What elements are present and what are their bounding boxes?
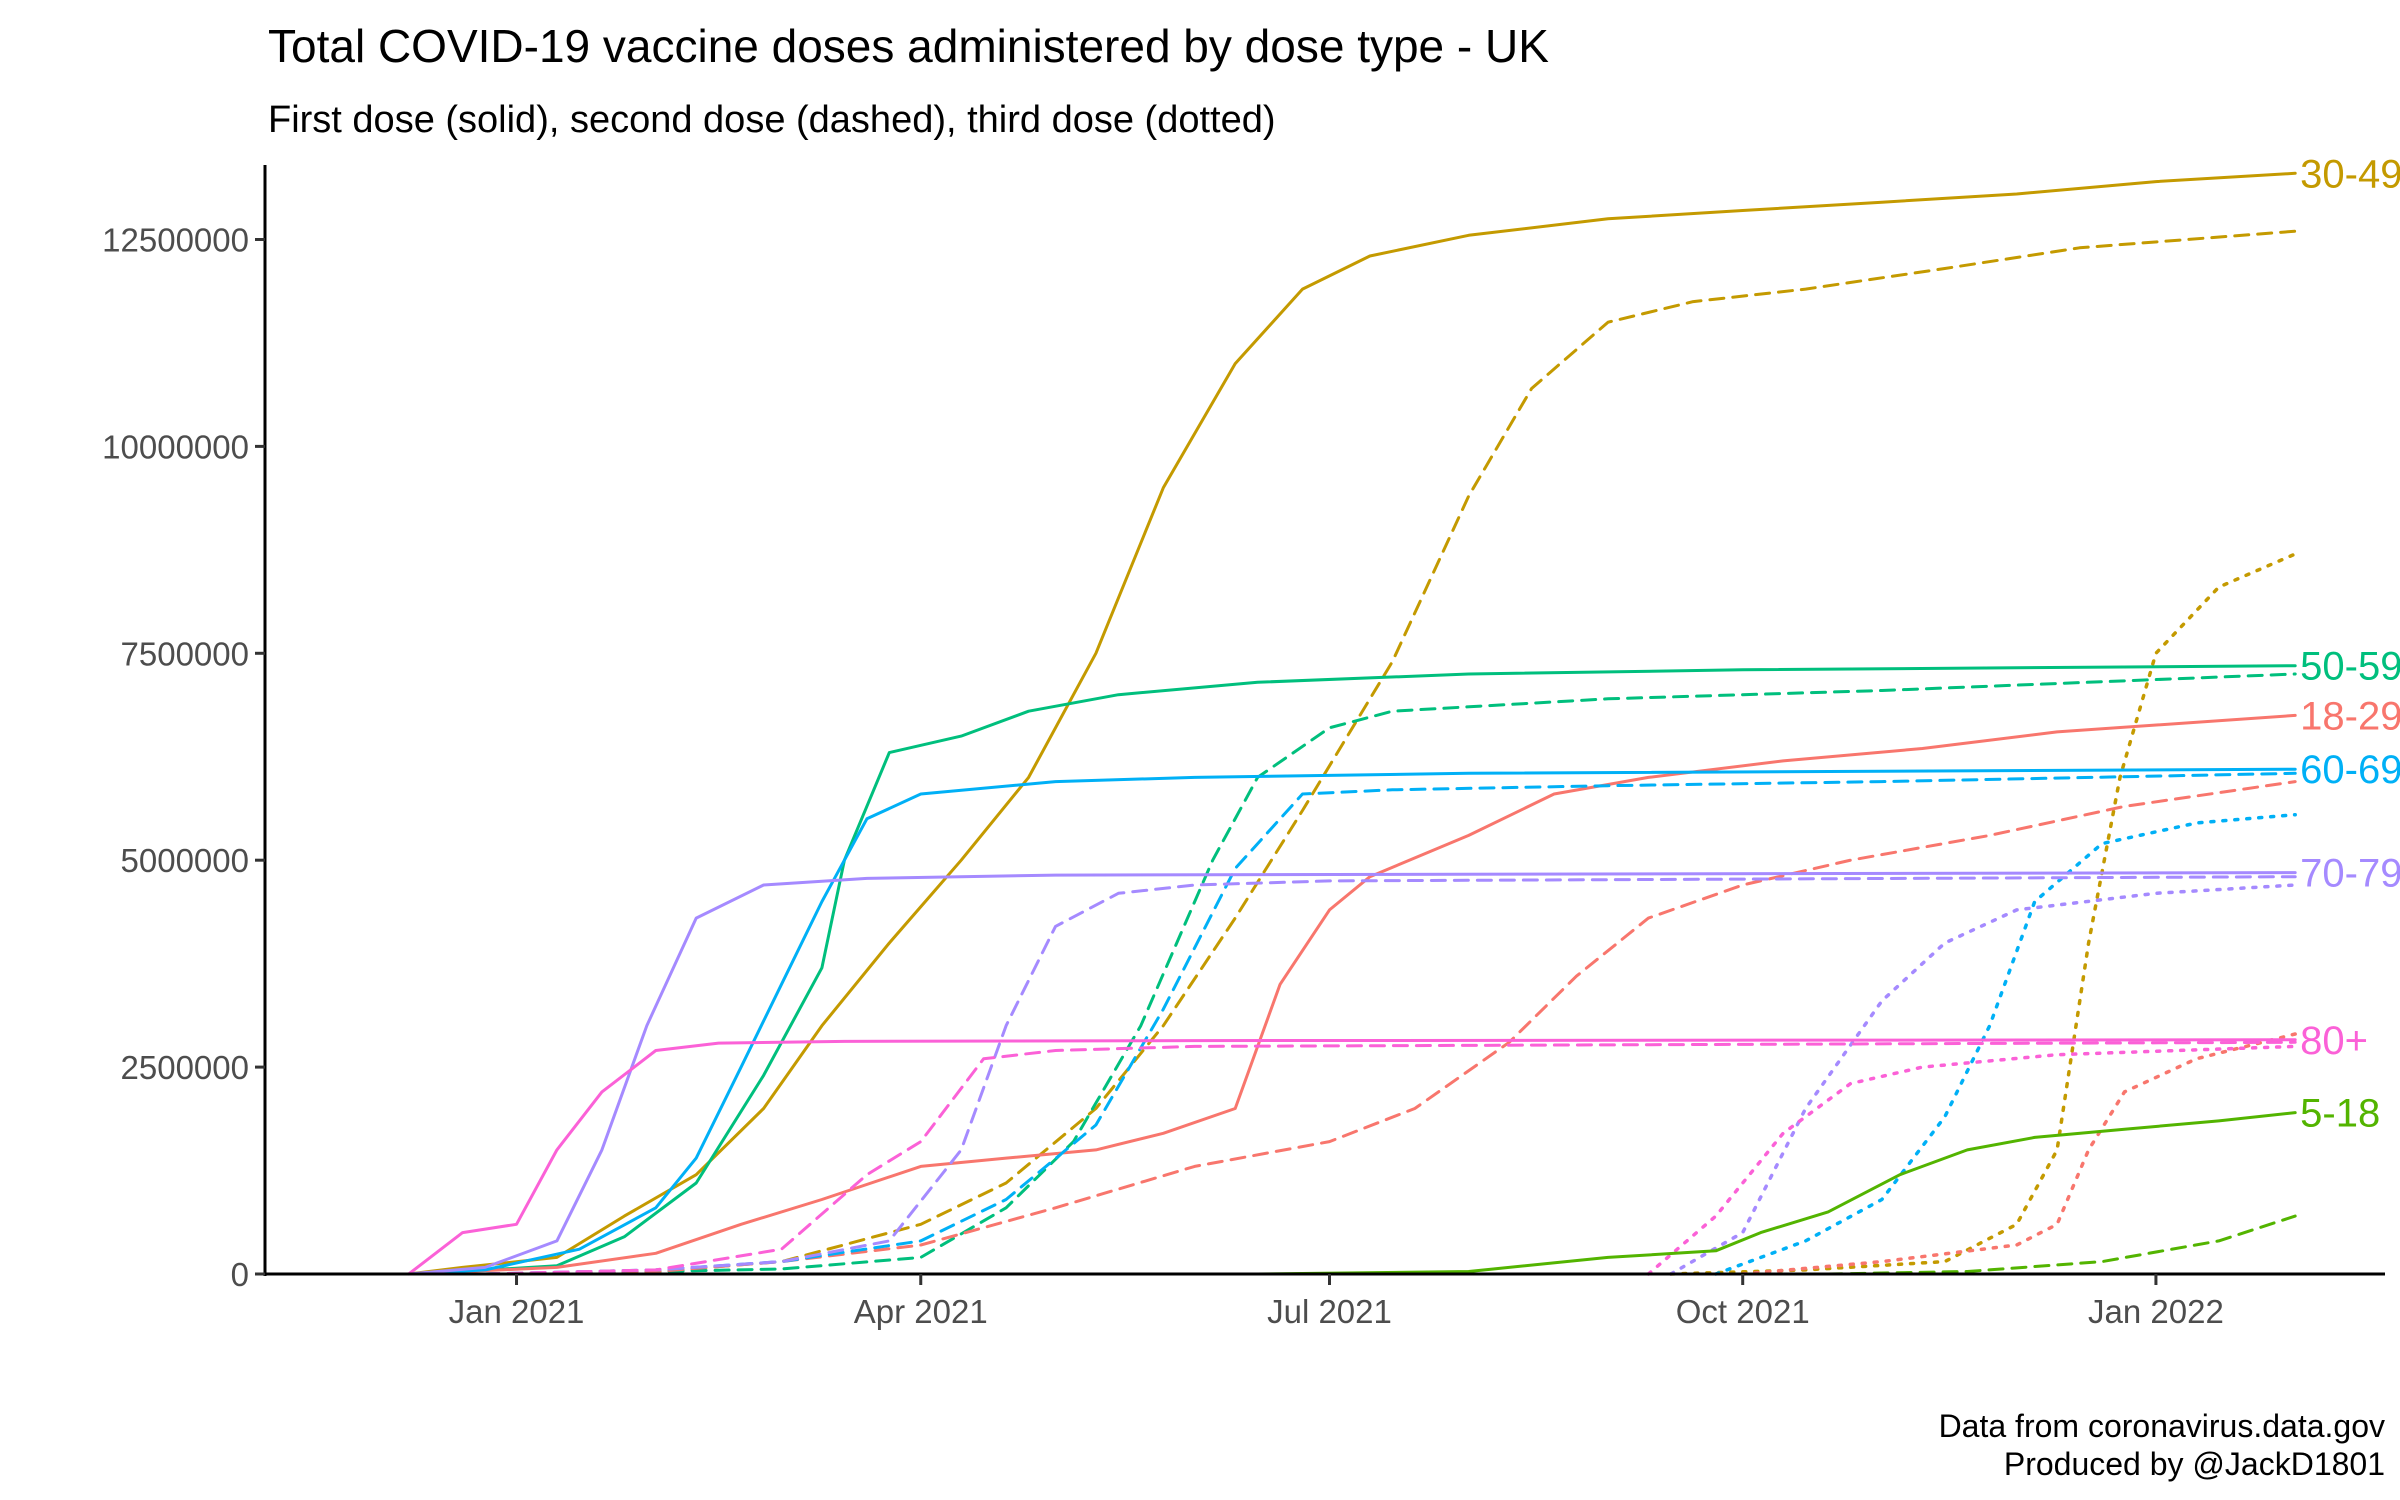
series-line-60-69-second-dose	[483, 771, 2297, 1276]
series-line-5-18-second-dose	[1826, 1214, 2297, 1276]
series-line-30-49-third-dose	[1669, 552, 2297, 1276]
series-line-18-29-second-dose	[483, 780, 2297, 1276]
series-label-30-49: 30-49	[2300, 152, 2400, 196]
y-tick-label: 0	[231, 1256, 249, 1293]
series-label-5-18: 5-18	[2300, 1092, 2380, 1136]
x-tick-label: Jan 2022	[2088, 1293, 2224, 1330]
y-tick-label: 10000000	[102, 428, 249, 465]
chart-title: Total COVID-19 vaccine doses administere…	[268, 20, 1549, 72]
series-line-60-69-first-dose	[407, 767, 2297, 1276]
series-line-70-79-second-dose	[483, 875, 2297, 1276]
chart-subtitle: First dose (solid), second dose (dashed)…	[268, 99, 1276, 141]
x-axis: Jan 2021 Apr 2021 Jul 2021 Oct 2021 Jan 2022	[449, 1274, 2224, 1330]
series-label-60-69: 60-69	[2300, 748, 2400, 792]
series-label-80+: 80+	[2300, 1019, 2368, 1063]
series-line-30-49-first-dose	[407, 171, 2297, 1276]
x-tick-label: Jul 2021	[1267, 1293, 1392, 1330]
caption-author: Produced by @JackD1801	[2004, 1446, 2385, 1482]
series-label-50-59: 50-59	[2300, 645, 2400, 689]
series-line-5-18-first-dose	[1256, 1111, 2297, 1276]
caption-source: Data from coronavirus.data.gov	[1939, 1408, 2385, 1444]
series-line-80+-third-dose	[1646, 1044, 2297, 1276]
plot-area	[407, 171, 2297, 1276]
series-line-70-79-first-dose	[407, 871, 2297, 1276]
series-line-70-79-third-dose	[1669, 883, 2297, 1276]
series-line-18-29-first-dose	[407, 713, 2297, 1276]
x-tick-label: Oct 2021	[1676, 1293, 1810, 1330]
y-tick-label: 12500000	[102, 221, 249, 258]
x-tick-label: Jan 2021	[449, 1293, 585, 1330]
y-axis: 0 2500000 5000000 7500000 10000000 12500000	[102, 221, 265, 1293]
series-label-18-29: 18-29	[2300, 694, 2400, 738]
y-tick-label: 2500000	[121, 1049, 249, 1086]
series-line-80+-first-dose	[407, 1038, 2297, 1276]
series-line-50-59-second-dose	[483, 672, 2297, 1276]
series-labels: 30-49 50-59 18-29 60-69 70-79 80+ 5-18	[2300, 152, 2400, 1135]
series-line-50-59-first-dose	[407, 664, 2297, 1276]
x-tick-label: Apr 2021	[854, 1293, 988, 1330]
y-tick-label: 5000000	[121, 842, 249, 879]
series-label-70-79: 70-79	[2300, 852, 2400, 896]
series-line-18-29-third-dose	[1740, 1032, 2297, 1276]
series-line-80+-second-dose	[483, 1040, 2297, 1276]
series-line-60-69-third-dose	[1714, 812, 2297, 1276]
y-tick-label: 7500000	[121, 635, 249, 672]
